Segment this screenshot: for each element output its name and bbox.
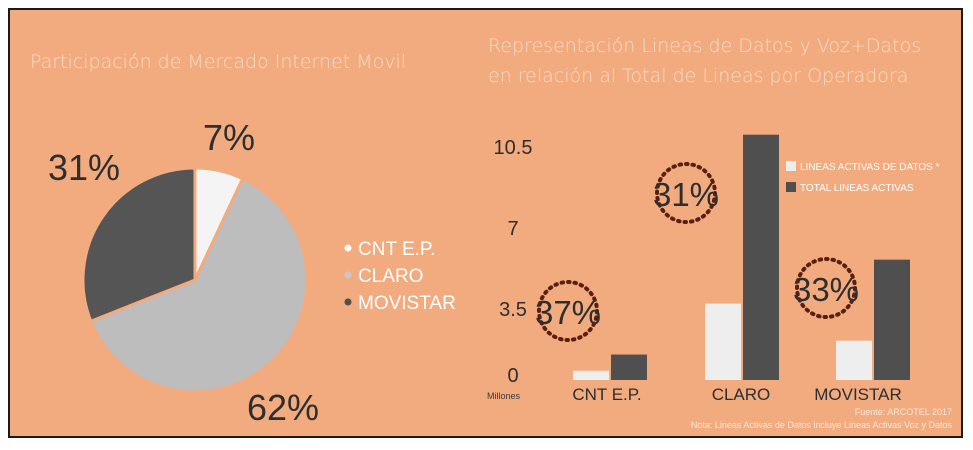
pie-slices [81,166,309,394]
source-note: Fuente: ARCOTEL 2017 [855,407,952,417]
ratio-badge-ring [795,257,857,319]
y-axis-unit-label: Millones [487,391,521,401]
category-label-cnt: CNT E.P. [572,385,641,404]
legend-marker-cnt [344,244,352,252]
ratio-badge: 31% [653,162,719,224]
bar-data-lines-cnt-e-p [573,370,609,380]
pie-label-claro: 62% [247,387,319,428]
bar-chart-title-line1: Representación Lineas de Datos y Voz+Dat… [488,35,921,57]
ratio-badge: 33% [793,257,859,319]
infographic-canvas: Participación de Mercado Internet Movil … [10,10,961,436]
bar-data-lines-claro [705,303,741,380]
pie-slice-movistar [81,166,197,324]
pie-chart-title: Participación de Mercado Internet Movil [30,51,406,73]
legend-marker-claro [344,271,352,279]
ratio-badge: 37% [535,280,601,342]
footnote: Nota: Lineas Activas de Datos incluye Li… [691,420,953,430]
bar-total-lines-movistar [874,259,910,380]
legend-marker-movistar [344,298,352,306]
y-tick-label: 3.5 [499,299,527,321]
legend-swatch-total-lines [786,182,796,192]
category-label-movistar: MOVISTAR [814,385,902,404]
y-tick-label: 10.5 [494,137,533,159]
y-tick-label: 7 [507,218,518,240]
y-tick-label: 0 [507,365,518,387]
legend-label-cnt: CNT E.P. [358,239,435,260]
y-axis-ticks: 10.5 7 3.5 0 [494,137,533,387]
legend-label-movistar: MOVISTAR [358,293,456,314]
ratio-badge-cnt: 37% [535,294,601,331]
bar-series [573,134,910,380]
infographic-frame: Participación de Mercado Internet Movil … [8,8,963,438]
bar-total-lines-cnt-e-p [611,354,647,380]
ratio-badge-movistar: 33% [793,271,859,308]
pie-label-cnt: 7% [203,117,255,158]
legend-label-claro: CLARO [358,266,423,287]
bar-legend: LINEAS ACTIVAS DE DATOS * TOTAL LINEAS A… [786,161,940,194]
pie-slice-claro [88,176,309,394]
pie-legend: CNT E.P. CLARO MOVISTAR [344,239,456,314]
ratio-badge-ring [537,280,599,342]
legend-label-total-lines: TOTAL LINEAS ACTIVAS [800,183,914,194]
ratio-badge-claro: 31% [653,176,719,213]
pie-label-movistar: 31% [48,147,120,188]
legend-label-data-lines: LINEAS ACTIVAS DE DATOS * [800,162,940,173]
bar-chart-title-line2: en relación al Total de Lineas por Opera… [488,65,908,87]
bar-data-lines-movistar [836,340,872,380]
legend-swatch-data-lines [786,161,796,171]
ratio-badge-ring [655,162,717,224]
category-label-claro: CLARO [712,385,771,404]
bar-total-lines-claro [743,134,779,380]
